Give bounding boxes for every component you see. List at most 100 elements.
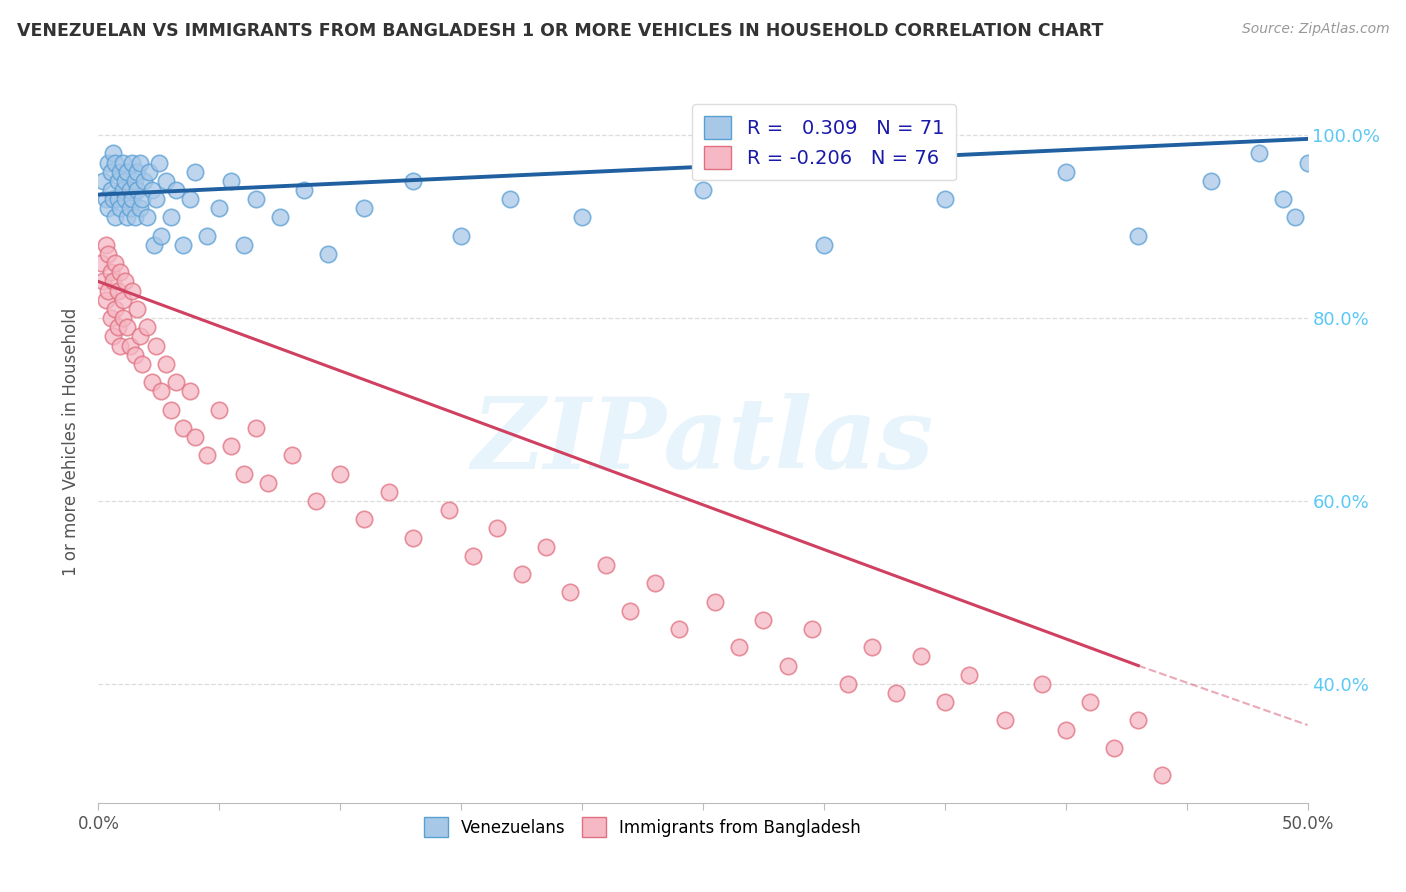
Point [107, 192, 129, 206]
Point [104, 155, 127, 169]
Point [644, 576, 666, 591]
Point [97, 155, 120, 169]
Point [107, 174, 129, 188]
Point [141, 375, 163, 389]
Text: ZIPatlas: ZIPatlas [472, 393, 934, 490]
Point [94, 192, 117, 206]
Point [108, 338, 131, 352]
Point [269, 211, 291, 225]
Point [128, 329, 150, 343]
Point [353, 512, 375, 526]
Point [179, 192, 201, 206]
Point [195, 448, 218, 462]
Point [377, 484, 399, 499]
Point [450, 228, 472, 243]
Point [150, 228, 173, 243]
Point [172, 421, 194, 435]
Point [94, 293, 117, 307]
Point [114, 192, 136, 206]
Point [316, 247, 339, 261]
Point [1128, 714, 1150, 728]
Point [1031, 677, 1053, 691]
Legend: Venezuelans, Immigrants from Bangladesh: Venezuelans, Immigrants from Bangladesh [416, 809, 869, 845]
Point [114, 275, 136, 289]
Point [221, 174, 243, 188]
Point [145, 338, 167, 352]
Point [402, 174, 425, 188]
Point [160, 402, 183, 417]
Point [165, 183, 187, 197]
Point [107, 320, 129, 334]
Point [510, 567, 533, 582]
Point [94, 238, 117, 252]
Point [1272, 192, 1295, 206]
Point [131, 357, 153, 371]
Point [595, 558, 617, 572]
Point [107, 284, 129, 298]
Point [704, 594, 727, 608]
Point [232, 238, 254, 252]
Point [127, 165, 149, 179]
Point [165, 375, 187, 389]
Point [692, 183, 714, 197]
Point [195, 228, 218, 243]
Point [101, 146, 124, 161]
Point [124, 211, 146, 225]
Point [305, 494, 328, 508]
Point [571, 211, 593, 225]
Point [1199, 174, 1222, 188]
Point [104, 256, 127, 270]
Point [256, 475, 278, 490]
Point [281, 448, 304, 462]
Point [150, 384, 173, 399]
Point [108, 165, 131, 179]
Point [155, 357, 177, 371]
Point [121, 192, 143, 206]
Point [111, 155, 134, 169]
Point [118, 183, 141, 197]
Point [141, 183, 163, 197]
Point [114, 174, 136, 188]
Point [160, 211, 183, 225]
Point [97, 202, 120, 216]
Point [117, 320, 139, 334]
Point [245, 192, 267, 206]
Point [208, 202, 231, 216]
Point [910, 649, 932, 664]
Point [534, 540, 557, 554]
Point [111, 293, 134, 307]
Point [138, 165, 160, 179]
Point [91, 174, 114, 188]
Point [148, 155, 170, 169]
Point [886, 686, 908, 700]
Point [1284, 211, 1306, 225]
Point [172, 238, 194, 252]
Point [127, 301, 149, 316]
Point [1152, 768, 1174, 782]
Point [101, 329, 124, 343]
Point [1296, 155, 1319, 169]
Point [91, 275, 114, 289]
Point [100, 265, 122, 279]
Point [221, 439, 243, 453]
Point [155, 174, 177, 188]
Point [131, 192, 153, 206]
Point [292, 183, 315, 197]
Point [1102, 740, 1125, 755]
Point [97, 284, 120, 298]
Point [208, 402, 231, 417]
Point [860, 640, 883, 655]
Point [558, 585, 581, 599]
Point [1078, 695, 1101, 709]
Point [104, 301, 127, 316]
Point [184, 430, 207, 444]
Point [145, 192, 167, 206]
Point [728, 640, 751, 655]
Point [104, 211, 127, 225]
Point [402, 531, 425, 545]
Point [668, 622, 690, 636]
Point [100, 165, 122, 179]
Point [437, 503, 460, 517]
Point [1128, 228, 1150, 243]
Point [957, 667, 980, 681]
